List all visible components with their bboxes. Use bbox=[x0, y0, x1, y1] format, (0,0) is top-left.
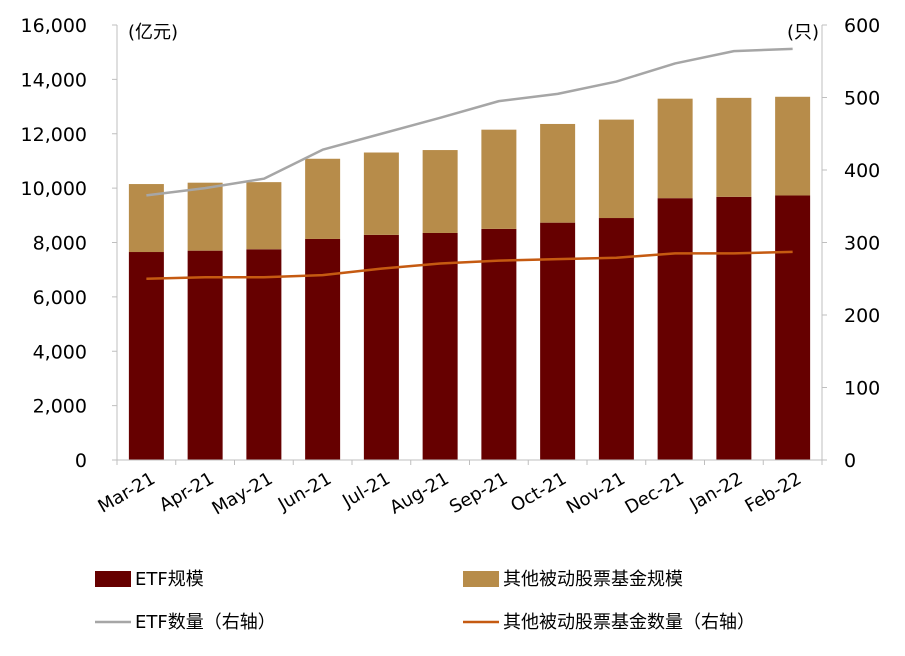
bar-other-size-jan-22 bbox=[716, 97, 752, 197]
bar-etf-size-nov-21 bbox=[598, 218, 634, 460]
y-left-tick-label: 4,000 bbox=[33, 341, 87, 363]
legend-label-etf-size: ETF规模 bbox=[135, 569, 204, 590]
x-tick-label-jun-21: Jun-21 bbox=[274, 468, 335, 515]
y-left-tick-label: 12,000 bbox=[21, 124, 87, 146]
y-right-tick-label: 600 bbox=[844, 15, 880, 37]
legend-label-etf-count: ETF数量（右轴） bbox=[135, 612, 276, 633]
bar-other-size-sep-21 bbox=[481, 129, 517, 229]
y-left-tick-label: 2,000 bbox=[33, 396, 87, 418]
bar-etf-size-jan-22 bbox=[716, 196, 752, 460]
y-left-unit-label: (亿元) bbox=[128, 22, 178, 43]
legend-label-other-count: 其他被动股票基金数量（右轴） bbox=[503, 612, 755, 633]
x-tick-label-dec-21: Dec-21 bbox=[621, 468, 687, 518]
bars-layer bbox=[128, 96, 811, 460]
bar-etf-size-aug-21 bbox=[422, 232, 458, 460]
bar-other-size-apr-21 bbox=[187, 182, 223, 251]
bar-etf-size-may-21 bbox=[246, 249, 282, 460]
x-tick-label-aug-21: Aug-21 bbox=[386, 468, 452, 518]
bar-etf-size-sep-21 bbox=[481, 228, 517, 460]
y-left-tick-label: 10,000 bbox=[21, 178, 87, 200]
y-right-tick-label: 500 bbox=[844, 88, 880, 110]
y-right-tick-label: 400 bbox=[844, 160, 880, 182]
x-tick-label-nov-21: Nov-21 bbox=[563, 468, 629, 518]
bar-etf-size-dec-21 bbox=[657, 198, 693, 460]
axes-layer: (亿元) (只) bbox=[112, 22, 827, 465]
lines-layer bbox=[146, 47, 793, 280]
bar-etf-size-mar-21 bbox=[128, 252, 164, 460]
bar-other-size-jul-21 bbox=[363, 152, 399, 235]
bar-other-size-feb-22 bbox=[775, 96, 811, 196]
ticks-layer: 0 2,000 4,000 6,000 8,000 10,000 12,000 14,000 1… bbox=[21, 15, 881, 519]
y-left-tick-label: 16,000 bbox=[21, 15, 87, 37]
legend-swatch-other-size bbox=[463, 571, 499, 587]
bar-etf-size-jun-21 bbox=[305, 238, 341, 460]
bar-other-size-oct-21 bbox=[540, 123, 576, 223]
line-other-count bbox=[146, 250, 793, 280]
x-tick-label-jul-21: Jul-21 bbox=[338, 468, 394, 512]
bar-etf-size-apr-21 bbox=[187, 250, 223, 460]
legend-label-other-size: 其他被动股票基金规模 bbox=[503, 569, 683, 590]
bar-etf-size-feb-22 bbox=[775, 195, 811, 460]
bar-other-size-dec-21 bbox=[657, 98, 693, 199]
legend: ETF规模 其他被动股票基金规模 ETF数量（右轴） 其他被动股票基金数量（右轴… bbox=[95, 569, 755, 633]
y-left-tick-label: 8,000 bbox=[33, 233, 87, 255]
bar-other-size-may-21 bbox=[246, 182, 282, 250]
x-tick-label-feb-22: Feb-22 bbox=[742, 468, 806, 517]
y-left-tick-label: 14,000 bbox=[21, 69, 87, 91]
legend-swatch-etf-size bbox=[95, 571, 131, 587]
y-right-tick-label: 200 bbox=[844, 305, 880, 327]
line-etf-count bbox=[146, 47, 793, 197]
y-right-tick-label: 300 bbox=[844, 233, 880, 255]
bar-other-size-jun-21 bbox=[305, 158, 341, 239]
x-tick-label-jan-22: Jan-22 bbox=[686, 468, 747, 515]
y-right-unit-label: (只) bbox=[787, 22, 819, 43]
x-tick-label-may-21: May-21 bbox=[208, 468, 276, 519]
bar-etf-size-jul-21 bbox=[363, 234, 399, 460]
x-tick-label-oct-21: Oct-21 bbox=[507, 468, 570, 516]
bar-other-size-aug-21 bbox=[422, 150, 458, 233]
bar-other-size-nov-21 bbox=[598, 119, 634, 219]
x-tick-label-mar-21: Mar-21 bbox=[94, 468, 158, 517]
y-right-tick-label: 0 bbox=[844, 450, 856, 472]
bar-etf-size-oct-21 bbox=[540, 222, 576, 460]
x-tick-label-sep-21: Sep-21 bbox=[446, 468, 511, 518]
x-tick-label-apr-21: Apr-21 bbox=[156, 468, 218, 516]
y-left-tick-label: 6,000 bbox=[33, 287, 87, 309]
y-left-tick-label: 0 bbox=[75, 450, 87, 472]
y-right-tick-label: 100 bbox=[844, 378, 880, 400]
